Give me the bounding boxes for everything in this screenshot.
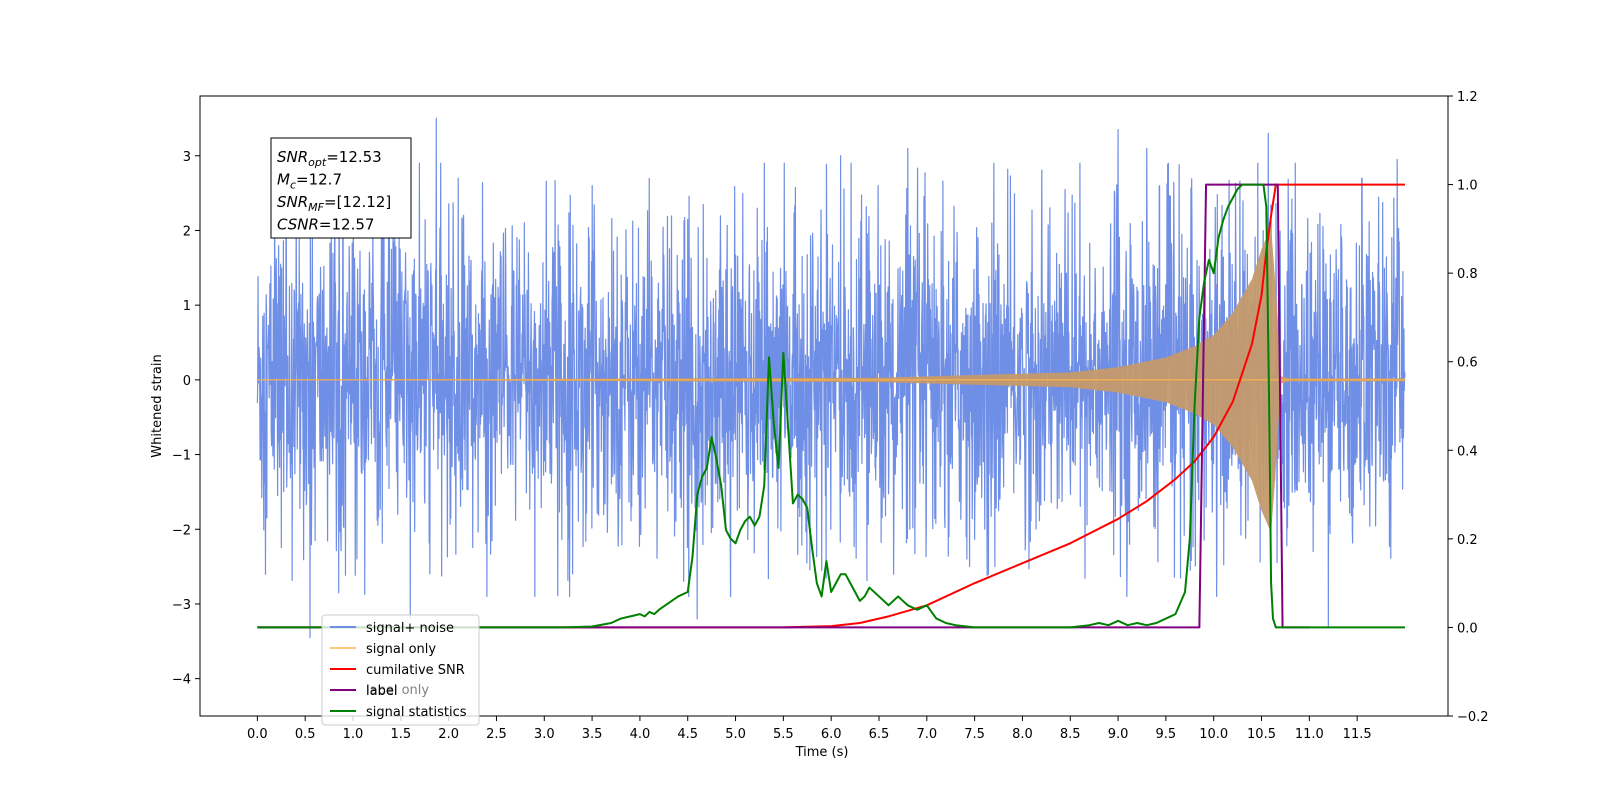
y-tick-label: −1 (172, 449, 191, 464)
x-tick-label: 7.0 (916, 727, 937, 742)
x-tick-label: 11.0 (1295, 727, 1324, 742)
plot-frame (199, 95, 1449, 717)
legend: label only signal+ noise signal only cumila… (321, 614, 480, 726)
snr-annotation-box: SNRopt=12.53Mc=12.7SNRMF=[12.12]CSNR=12.… (270, 137, 412, 239)
x-tick-label: 5.5 (773, 727, 794, 742)
y-tick-label: −3 (172, 598, 191, 613)
annotation-box-frame (270, 137, 412, 239)
x-tick-label: 2.5 (486, 727, 507, 742)
x-tick-label: 8.5 (1060, 727, 1081, 742)
x-tick-label: 1.0 (343, 727, 364, 742)
y-axis-label: Whitened strain (150, 354, 165, 457)
series-signal-statistics-line (257, 183, 1405, 629)
legend-label: signal only (366, 642, 436, 657)
y-right-tick-label: 0.8 (1457, 267, 1478, 282)
x-tick-label: 9.5 (1156, 727, 1177, 742)
plot-area (256, 117, 1406, 639)
x-tick-label: 10.0 (1199, 727, 1228, 742)
x-tick-label: 8.0 (1012, 727, 1033, 742)
x-tick-label: 4.0 (630, 727, 651, 742)
annotation-subscript: opt (308, 156, 327, 169)
x-tick-label: 3.5 (582, 727, 603, 742)
legend-label: signal+ noise (366, 621, 454, 636)
y-right-tick-label: 0.0 (1457, 621, 1478, 636)
annotation-symbol: CSNR (277, 216, 319, 234)
x-tick-label: 0.0 (247, 727, 268, 742)
annotation-subscript: MF (308, 201, 324, 214)
x-axis-label: Time (s) (795, 745, 849, 760)
annotation-value: =12.7 (296, 171, 342, 189)
series-cumulative-snr-line (257, 183, 1405, 629)
annotation-value: =12.57 (319, 216, 375, 234)
y-tick-label: 3 (183, 150, 191, 165)
y-tick-label: −4 (172, 673, 191, 688)
x-tick-label: 9.0 (1108, 727, 1129, 742)
annotation-line: SNRMF=[12.12] (277, 193, 391, 214)
x-tick-label: 0.5 (295, 727, 316, 742)
legend-frame (321, 614, 480, 726)
y-tick-label: −2 (172, 523, 191, 538)
y-right-tick-label: 0.2 (1457, 533, 1478, 548)
y-right-tick-label: 0.4 (1457, 444, 1478, 459)
annotation-line: CSNR=12.57 (277, 216, 374, 234)
y-right-tick-label: 1.0 (1457, 179, 1478, 194)
x-tick-label: 10.5 (1247, 727, 1276, 742)
x-tick-label: 1.5 (390, 727, 411, 742)
annotation-symbol: SNR (277, 193, 308, 211)
annotation-line: SNRopt=12.53 (277, 148, 382, 169)
legend-label: signal statistics (366, 705, 467, 720)
x-tick-label: 5.0 (725, 727, 746, 742)
y-right-tick-label: 0.6 (1457, 356, 1478, 371)
annotation-symbol: M (277, 171, 290, 189)
annotation-line: Mc=12.7 (277, 171, 342, 192)
x-tick-label: 2.0 (438, 727, 459, 742)
series-signal-noise-line (256, 117, 1406, 639)
annotation-subscript: c (290, 179, 296, 192)
x-tick-label: 3.0 (534, 727, 555, 742)
legend-label-ghost: label only (366, 683, 429, 698)
x-tick-label: 6.5 (869, 727, 890, 742)
y-right-tick-label: 1.2 (1457, 90, 1478, 105)
legend-label: label (366, 684, 397, 699)
x-tick-label: 7.5 (964, 727, 985, 742)
x-tick-label: 6.0 (821, 727, 842, 742)
annotation-value: =[12.12] (324, 193, 391, 211)
axes-ticks: 0.0 0.5 1.0 1.5 2.0 2.5 3.0 3.5 4.0 4.5 5.0 5.5 6.0 6… (172, 90, 1489, 742)
x-tick-label: 11.5 (1343, 727, 1372, 742)
y-tick-label: 1 (183, 299, 191, 314)
legend-label: cumilative SNR (366, 663, 465, 678)
y-tick-label: 2 (183, 224, 191, 239)
y-right-tick-label: −0.2 (1457, 710, 1489, 725)
annotation-symbol: SNR (277, 148, 308, 166)
annotation-value: =12.53 (326, 148, 382, 166)
y-tick-label: 0 (183, 374, 191, 389)
x-tick-label: 4.5 (677, 727, 698, 742)
